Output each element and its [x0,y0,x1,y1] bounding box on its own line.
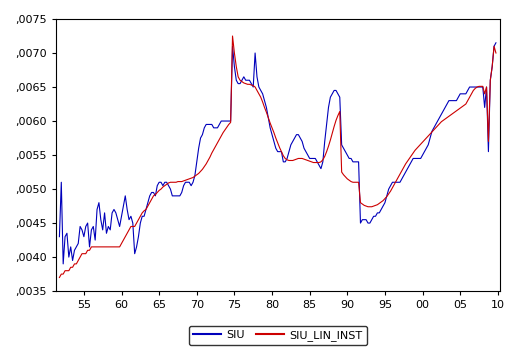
SIU_LIN_INST [312,160,318,165]
SIU [56,235,62,239]
Line: SIU_LIN_INST: SIU_LIN_INST [59,36,496,278]
SIU_LIN_INST [361,203,367,208]
SIU [60,262,66,266]
SIU [361,218,367,222]
SIU_LIN_INST [141,209,147,213]
Line: SIU: SIU [59,43,496,264]
Legend: SIU, SIU_LIN_INST: SIU, SIU_LIN_INST [189,326,367,345]
SIU_LIN_INST [387,189,394,193]
SIU [493,41,499,45]
SIU [387,184,394,188]
SIU_LIN_INST [229,34,236,38]
SIU [171,194,177,198]
SIU [446,98,452,103]
SIU_LIN_INST [446,114,452,119]
SIU [143,207,149,212]
SIU_LIN_INST [169,180,175,184]
SIU [312,156,318,160]
SIU_LIN_INST [493,51,499,55]
SIU_LIN_INST [56,275,62,280]
